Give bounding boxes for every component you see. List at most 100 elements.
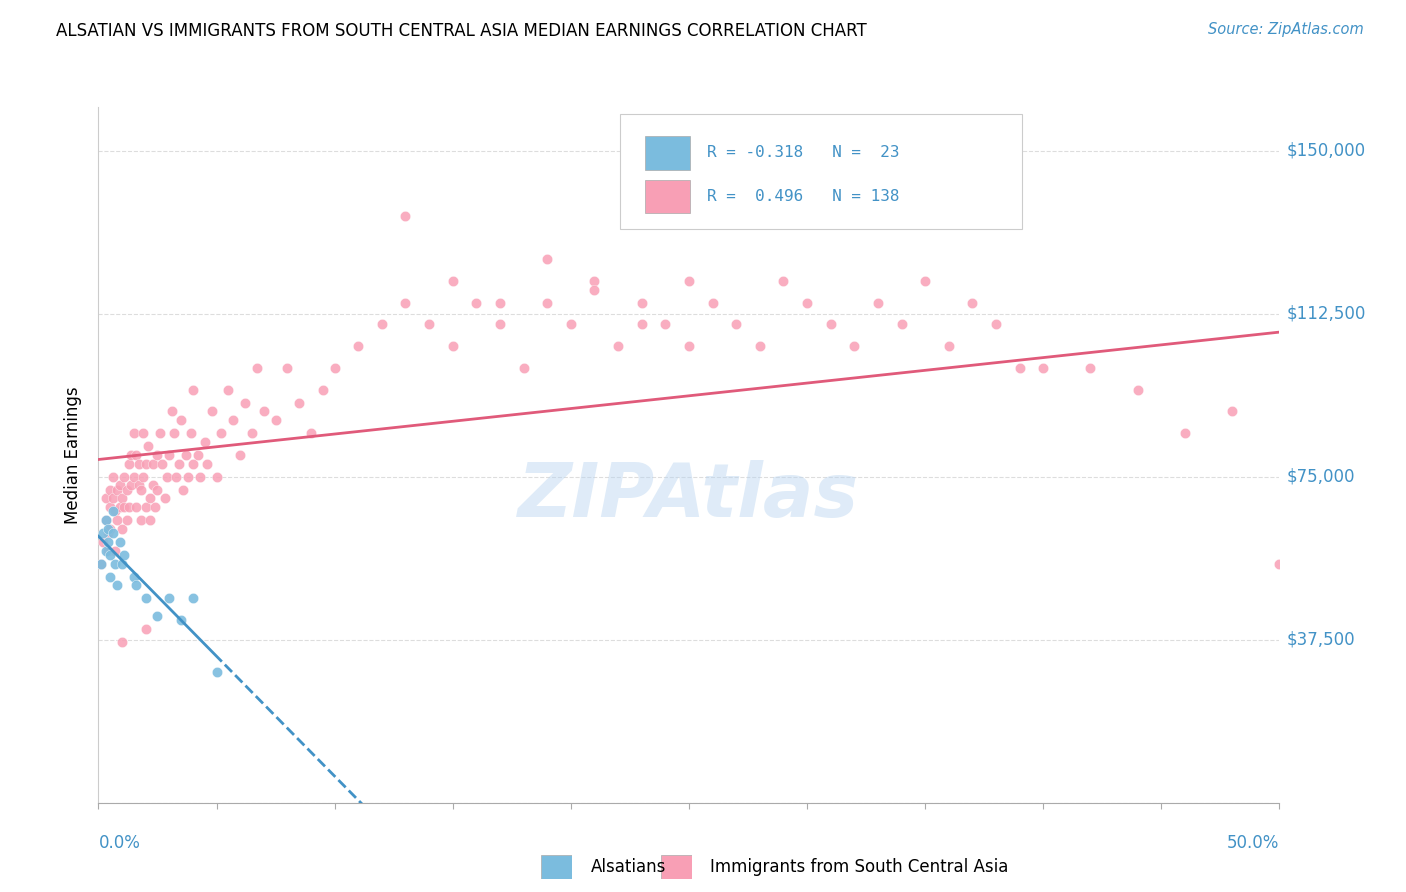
Point [205,469,228,483]
Point [512,361,534,376]
Point [121,478,143,492]
Point [890,318,912,332]
Point [914,274,936,288]
Point [101,491,124,506]
Point [122,570,145,584]
Point [180,426,202,441]
Point [135,457,157,471]
Point [1268,557,1291,571]
Point [108,535,131,549]
Text: $37,500: $37,500 [1286,631,1355,648]
Point [111,491,134,506]
Point [156,469,179,483]
Point [536,295,558,310]
Point [772,274,794,288]
Point [111,557,134,571]
Point [276,361,298,376]
Point [112,469,135,483]
Bar [645,180,690,213]
Point [1032,361,1054,376]
Point [583,274,606,288]
Point [132,469,155,483]
Point [229,448,252,462]
Point [98,500,121,514]
Point [98,548,121,562]
Point [104,504,127,518]
Point [115,513,138,527]
Point [181,383,204,397]
Text: 50.0%: 50.0% [1227,834,1279,852]
Point [962,295,984,310]
Point [91,535,114,549]
Point [288,396,311,410]
Point [157,448,180,462]
Point [118,500,141,514]
Point [222,413,245,427]
Point [702,295,724,310]
Point [253,404,276,418]
Point [139,491,162,506]
Point [115,483,138,497]
Point [97,526,120,541]
Point [394,295,416,310]
Point [146,483,169,497]
Point [150,457,173,471]
Point [129,513,152,527]
Point [195,457,218,471]
Point [441,274,464,288]
Point [866,295,889,310]
Text: $75,000: $75,000 [1286,467,1355,485]
Point [149,426,172,441]
Point [129,483,152,497]
Point [418,318,440,332]
Point [104,557,127,571]
Point [97,535,120,549]
Point [125,448,148,462]
Point [125,500,148,514]
Point [187,448,209,462]
Point [299,426,322,441]
Point [181,591,204,606]
Point [111,635,134,649]
Point [725,318,748,332]
Point [323,361,346,376]
Point [132,426,155,441]
Point [143,500,166,514]
Point [678,274,700,288]
Point [163,426,186,441]
Point [201,404,224,418]
Point [347,339,370,353]
Point [90,557,112,571]
Point [165,469,187,483]
Point [111,522,134,536]
Point [101,526,124,541]
Point [654,318,676,332]
Point [630,318,652,332]
Point [246,361,269,376]
Point [104,543,127,558]
Point [583,283,606,297]
Text: ALSATIAN VS IMMIGRANTS FROM SOUTH CENTRAL ASIA MEDIAN EARNINGS CORRELATION CHART: ALSATIAN VS IMMIGRANTS FROM SOUTH CENTRA… [56,22,868,40]
Point [607,339,630,353]
Point [630,295,652,310]
Point [844,339,866,353]
Point [1316,622,1339,636]
Text: Source: ZipAtlas.com: Source: ZipAtlas.com [1208,22,1364,37]
Point [122,426,145,441]
Point [264,413,287,427]
Point [678,339,700,353]
Point [142,478,165,492]
Point [312,383,335,397]
Point [135,500,157,514]
Point [205,665,228,680]
Point [135,591,157,606]
Text: R = -0.318   N =  23: R = -0.318 N = 23 [707,145,900,160]
Point [108,478,131,492]
Point [820,318,842,332]
Point [489,318,512,332]
Point [139,513,162,527]
Point [108,500,131,514]
Point [1362,535,1385,549]
Point [146,608,169,623]
Point [796,295,818,310]
